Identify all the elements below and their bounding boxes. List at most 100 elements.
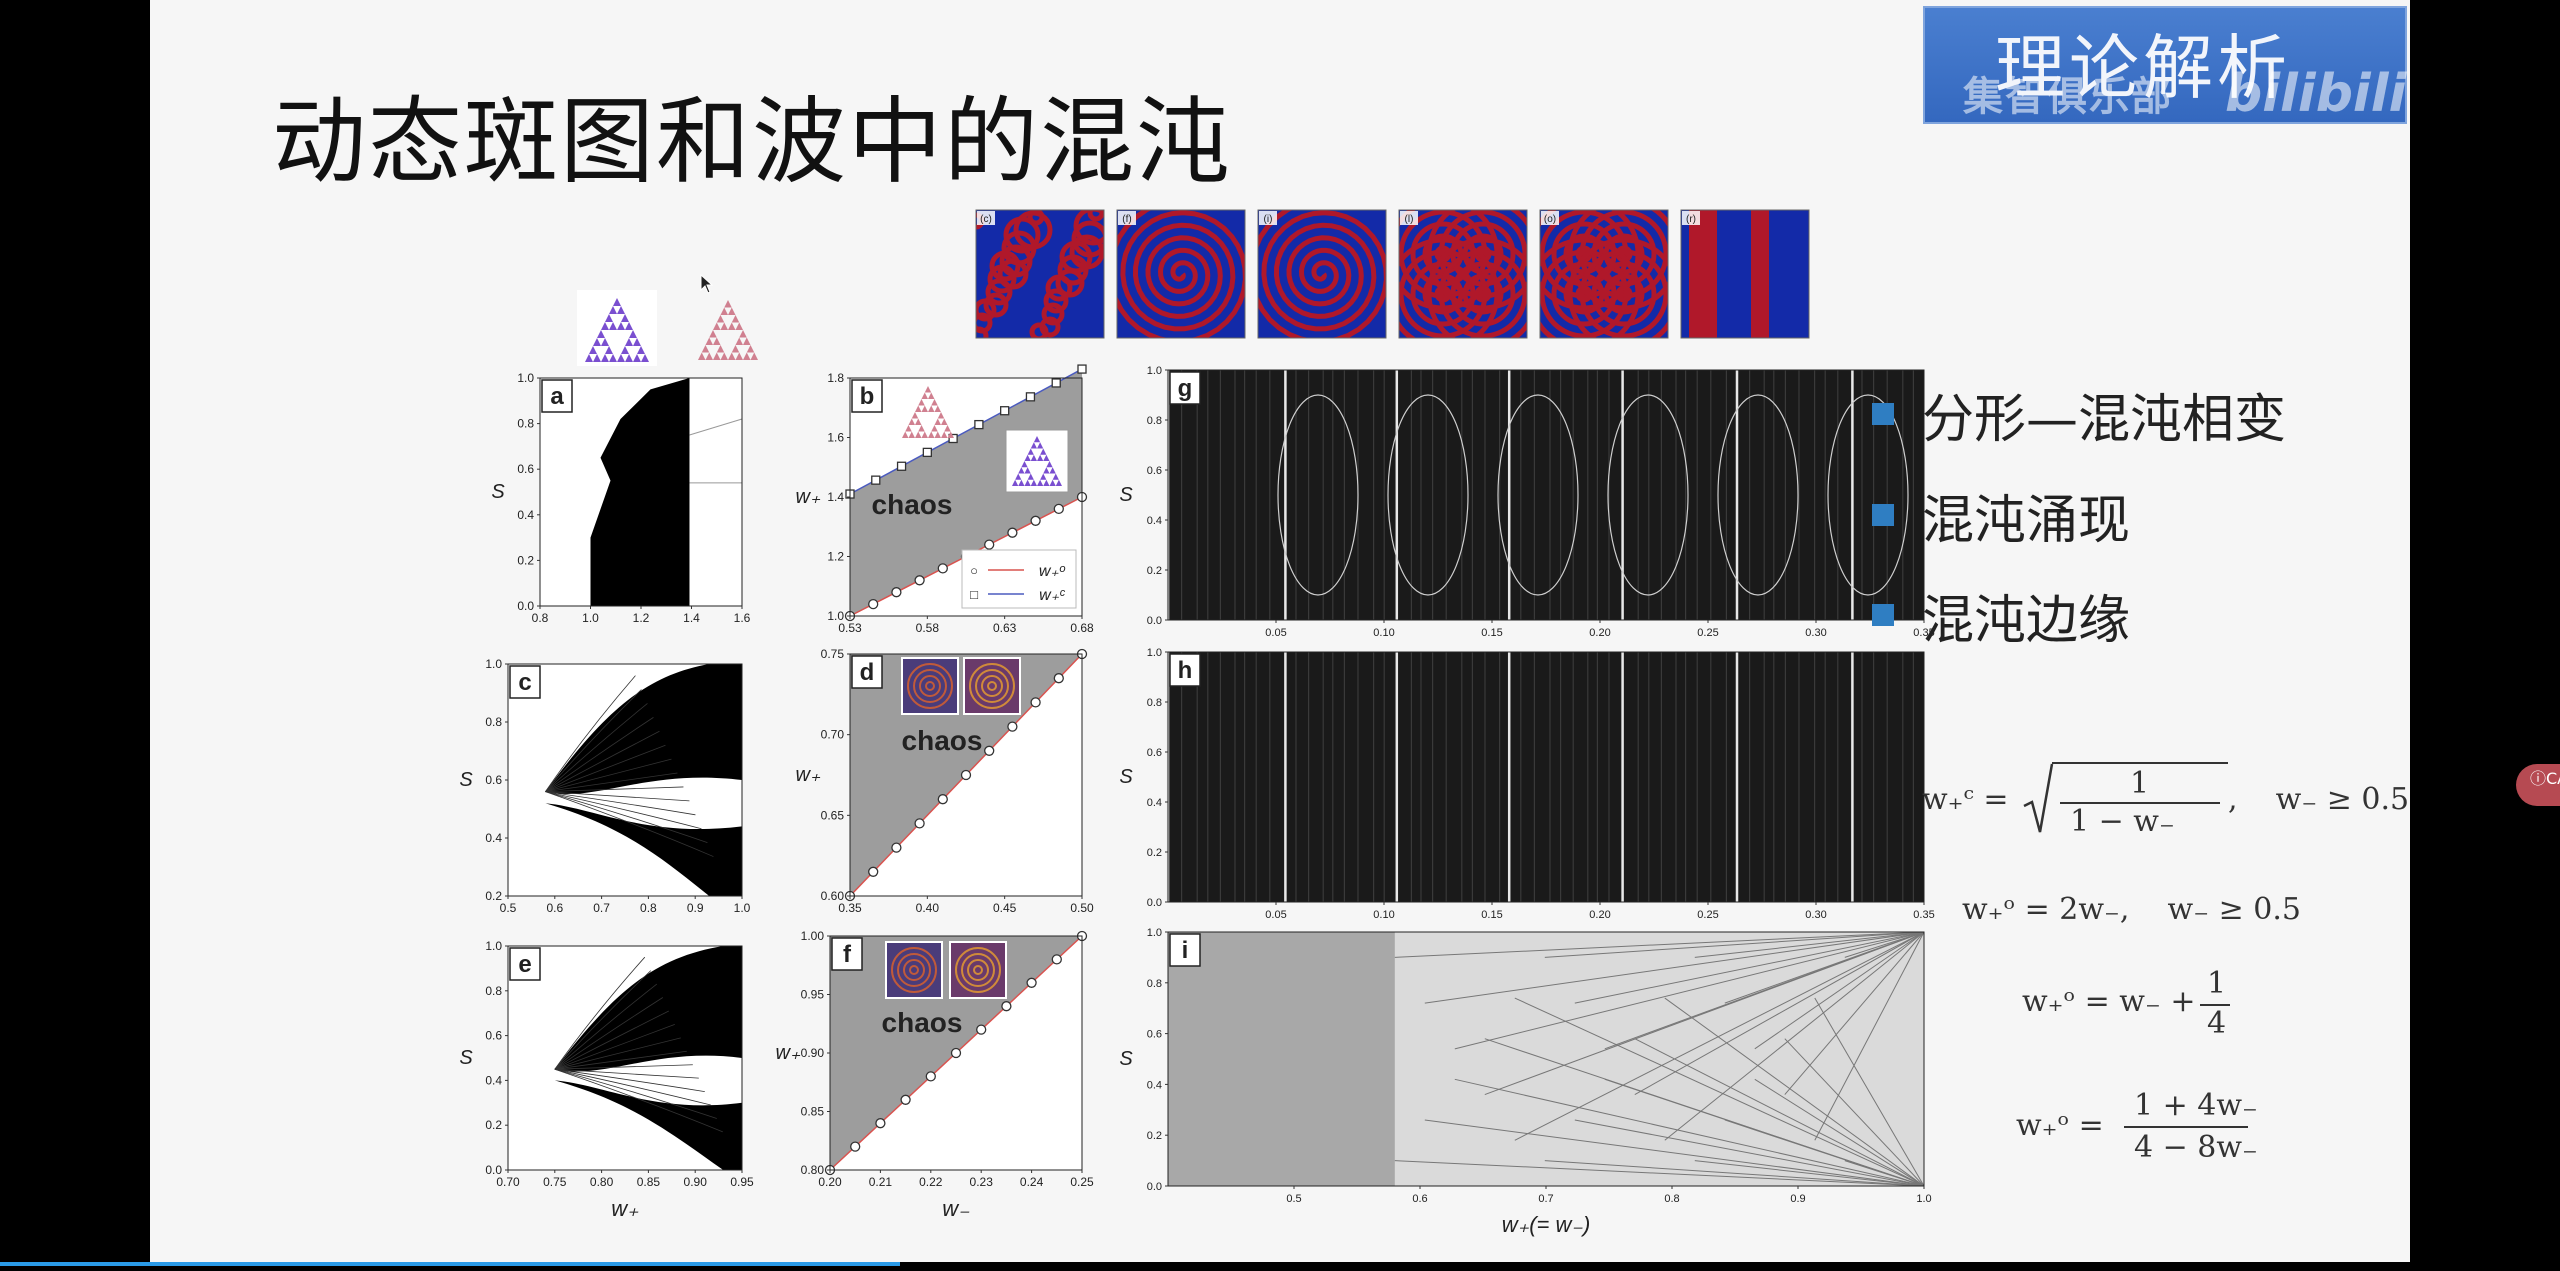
trajectory-line [1814, 931, 1925, 1141]
x-tick-label: 0.10 [1373, 627, 1394, 639]
panel-letter: f [843, 941, 852, 968]
sierpinski-cell [915, 431, 922, 438]
pattern-label: (c) [980, 214, 992, 225]
pattern-thumb: (l) [1398, 209, 1528, 339]
panel-letter: i [1182, 937, 1189, 964]
sierpinski-cell [921, 431, 928, 438]
trajectory-line [1574, 931, 1925, 1004]
sierpinski-cell [609, 354, 617, 362]
pattern-border [1398, 209, 1528, 339]
x-tick-label: 0.8 [532, 611, 549, 625]
panel-letter-box [509, 947, 541, 981]
trajectory-line [545, 791, 702, 830]
marker-square [974, 419, 984, 430]
x-tick-label: 1.0 [734, 901, 751, 915]
y-tick-label: 0.90 [801, 1046, 825, 1060]
chaos-annotation: chaos [882, 1007, 963, 1038]
chart-panel-i: 0.0 0.2 0.4 0.6 0.8 1.0 0.5 0.6 0.7 0.8 0.9 1.0 Sw₊(… [1119, 927, 1931, 1237]
y-tick-label: 0.8 [485, 984, 502, 998]
sierpinski-cell [1027, 473, 1034, 480]
marker-square [1077, 364, 1087, 374]
sierpinski-cell [731, 315, 740, 323]
x-tick-label: 0.70 [496, 1175, 520, 1189]
y-tick-label: 1.4 [827, 490, 844, 504]
marker-circle [1001, 1001, 1012, 1012]
sierpinski-cell [601, 338, 609, 346]
sierpinski-cell [1033, 436, 1041, 443]
video-progress-bar[interactable] [0, 1262, 900, 1266]
turbulent-blob [985, 278, 1013, 306]
y-tick-label: 0.2 [517, 553, 534, 567]
bullet-item: 分形—混沌相变 [1872, 384, 2286, 450]
sierpinski-cell [633, 338, 641, 346]
pattern-border [1539, 209, 1669, 339]
sierpinski-cell [905, 425, 912, 432]
trajectory-line [1754, 931, 1925, 1050]
x-tick-label: 0.15 [1481, 909, 1502, 921]
bullet-text: 分形—混沌相变 [1922, 389, 2287, 450]
x-tick-label: 1.6 [734, 611, 751, 625]
x-tick-label: 0.58 [916, 621, 940, 635]
sierpinski-cell [713, 352, 721, 360]
sierpinski-cell [735, 337, 743, 345]
sierpinski-cell [944, 425, 951, 432]
marker-square [1025, 392, 1036, 402]
sierpinski-cell [593, 354, 601, 362]
stripe-red [1751, 210, 1769, 338]
trajectory-line [554, 983, 658, 1070]
target-wave [1579, 249, 1668, 338]
pattern-label: (l) [1405, 214, 1414, 225]
sierpinski-cell [605, 314, 613, 322]
formula-wo-3-num: 1 + 4w₋ [2134, 1088, 2258, 1123]
sierpinski-cell [585, 354, 593, 362]
y-tick-label: 1.0 [1147, 647, 1162, 659]
chaos-annotation: chaos [872, 489, 953, 520]
watermark-title: 理论解析 [1995, 27, 2291, 109]
sierpinski-cell [937, 412, 945, 419]
side-float-button[interactable]: ⓘCA [2516, 764, 2560, 806]
bullet-text: 混沌涌现 [1922, 490, 2131, 551]
sierpinski-cell [743, 352, 751, 360]
inset-ring [913, 669, 947, 703]
y-tick-label: 0.4 [485, 831, 502, 845]
formula-wo-2-num: 1 [2207, 966, 2227, 1001]
trajectory-line [554, 1024, 675, 1070]
marker-square [1000, 406, 1010, 416]
bullet-text: 混沌边缘 [1922, 590, 2131, 651]
trajectory-line [545, 703, 648, 792]
sierpinski-cell [1030, 442, 1037, 449]
legend-marker: ○ [970, 563, 978, 578]
sierpinski-cell [705, 352, 713, 360]
sierpinski-cell [617, 306, 625, 314]
marker-circle [891, 842, 902, 853]
pattern-label-bg [1259, 211, 1277, 225]
x-tick-label: 0.95 [730, 1175, 754, 1189]
sierpinski-cell [1030, 479, 1037, 486]
x-tick-label: 0.90 [684, 1175, 708, 1189]
sierpinski-cell [724, 300, 732, 308]
y-tick-label: 0.2 [1147, 1130, 1162, 1142]
chaos-band [554, 946, 742, 1072]
sierpinski-cell [728, 352, 736, 360]
sierpinski-cell [928, 405, 935, 412]
sierpinski-cell [1021, 461, 1028, 468]
pattern-inset [885, 941, 943, 999]
pattern-label: (f) [1122, 214, 1131, 225]
formula-wo-3-den: 4 − 8w₋ [2134, 1130, 2258, 1165]
turbulent-blob [1045, 274, 1073, 302]
trajectory-line [1754, 1078, 1925, 1187]
pattern-inset [963, 657, 1021, 715]
trajectory-line [545, 717, 654, 792]
formula-wc: w₊ᶜ = 1 1 − w₋ , w₋ ≥ 0.5 [1922, 760, 2410, 840]
bullet-marker [1872, 504, 1894, 526]
sierpinski-cell [934, 431, 941, 438]
sierpinski-cell [701, 345, 710, 353]
x-tick-label: 1.0 [582, 611, 599, 625]
sierpinski-cell [1018, 479, 1025, 486]
sierpinski-cell [1046, 461, 1053, 468]
x-tick-label: 0.10 [1373, 909, 1394, 921]
x-tick-label: 0.05 [1265, 627, 1286, 639]
trajectory-line [545, 791, 690, 802]
pattern-thumb: (f) [1116, 209, 1246, 339]
spiral-wave [1258, 210, 1386, 338]
